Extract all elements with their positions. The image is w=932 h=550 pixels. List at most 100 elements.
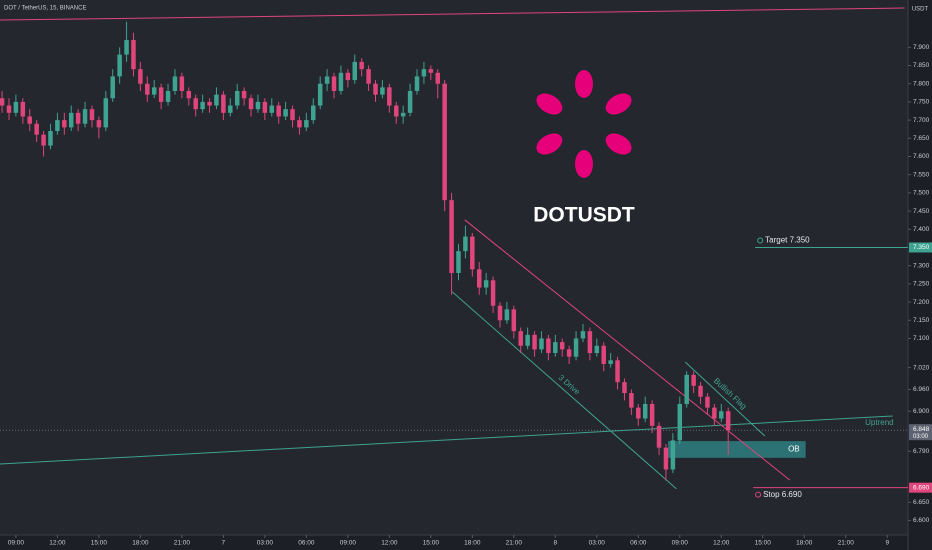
y-tick-label: 7.200: [913, 299, 930, 306]
candle-body: [663, 447, 669, 470]
candle-body: [345, 72, 351, 81]
candle-body: [20, 101, 26, 117]
y-tick-label: 6.790: [913, 448, 930, 455]
y-tick-label: 7.800: [913, 80, 930, 87]
candle-body: [241, 90, 247, 99]
stop-axis-label: 6.690: [913, 484, 930, 491]
candle-body: [580, 331, 586, 339]
x-tick-label: 03:00: [257, 540, 274, 547]
candle-body: [504, 309, 510, 321]
candle-body: [656, 425, 662, 448]
candle-body: [629, 393, 634, 408]
target-axis-box: [909, 242, 932, 253]
y-tick-label: 7.750: [913, 99, 930, 106]
candle-body: [359, 61, 364, 70]
x-tick-label: 12:00: [49, 540, 66, 547]
candle-body: [255, 101, 261, 110]
candle-body: [158, 87, 164, 102]
x-tick-label: 8: [553, 540, 557, 547]
candle-body: [0, 98, 5, 106]
trendline: [0, 415, 893, 465]
candle-body: [179, 76, 185, 91]
candle-body: [428, 69, 434, 73]
candle-body: [608, 360, 613, 364]
candle-body: [476, 269, 482, 288]
candle-body: [601, 345, 606, 364]
candle-body: [221, 94, 226, 113]
candle-body: [117, 54, 122, 77]
candle-body: [705, 396, 710, 408]
candle-body: [207, 101, 212, 106]
order-block: [668, 441, 806, 458]
y-tick-label: 7.150: [913, 317, 930, 324]
last-price-label: 6.848: [913, 426, 930, 433]
logo-dot: [575, 70, 593, 98]
candle-body: [27, 116, 32, 124]
candle-body: [414, 76, 420, 91]
candle-body: [317, 83, 323, 106]
trendline: [464, 219, 791, 481]
logo-dot: [605, 133, 632, 155]
candle-body: [442, 83, 447, 201]
y-tick-label: 6.650: [913, 499, 930, 506]
y-tick-label: 7.300: [913, 262, 930, 269]
x-tick-label: 15:00: [91, 540, 108, 547]
candle-body: [124, 40, 129, 55]
x-tick-label: 9: [885, 540, 889, 547]
candle-body: [566, 349, 572, 357]
candle-body: [553, 342, 558, 354]
candle-body: [373, 83, 378, 95]
candle-body: [456, 251, 461, 273]
candle-body: [670, 440, 676, 470]
candle-body: [269, 105, 275, 113]
candle-body: [304, 120, 309, 128]
candle-body: [352, 61, 358, 81]
candle-body: [290, 109, 295, 121]
target-label: Target 7.350: [765, 236, 810, 245]
candle-body: [497, 305, 503, 321]
candle-body: [677, 403, 683, 441]
candle-body: [518, 331, 523, 346]
countdown-label: 03:00: [913, 434, 929, 440]
candle-body: [297, 120, 302, 128]
logo-dot: [536, 93, 563, 115]
y-tick-label: 7.650: [913, 135, 930, 142]
y-tick-label: 7.250: [913, 281, 930, 288]
logo-dot: [536, 133, 563, 155]
candle-body: [165, 90, 171, 102]
candle-body: [712, 407, 717, 419]
candle-body: [559, 342, 565, 350]
y-tick-label: 6.960: [913, 386, 930, 393]
trendline: [684, 361, 766, 437]
y-tick-label: 7.500: [913, 190, 930, 197]
candle-body: [138, 69, 143, 84]
candle-body: [186, 90, 192, 99]
y-tick-label: 7.600: [913, 153, 930, 160]
stop-label: Stop 6.690: [763, 490, 802, 499]
target-icon: [757, 237, 764, 244]
candle-body: [193, 98, 198, 110]
candle-body: [483, 280, 489, 288]
trendline: [451, 291, 677, 490]
candle-body: [338, 72, 344, 91]
candle-body: [75, 112, 81, 124]
candle-body: [145, 83, 150, 95]
x-tick-label: 09:00: [8, 540, 25, 547]
y-tick-label: 7.550: [913, 171, 930, 178]
candle-body: [96, 120, 102, 128]
x-tick-label: 12:00: [381, 540, 398, 547]
x-tick-label: 18:00: [132, 540, 149, 547]
target-axis-label: 7.350: [913, 244, 930, 251]
candle-body: [421, 69, 427, 77]
candle-body: [276, 105, 281, 117]
x-tick-label: 18:00: [796, 540, 813, 547]
stop-axis-box: [909, 482, 932, 493]
candle-body: [394, 105, 399, 117]
candle-body: [262, 101, 268, 113]
candle-body: [228, 105, 233, 113]
candle-body: [400, 112, 406, 117]
candle-body: [151, 87, 157, 95]
candle-body: [324, 76, 330, 84]
candle-body: [546, 338, 551, 354]
